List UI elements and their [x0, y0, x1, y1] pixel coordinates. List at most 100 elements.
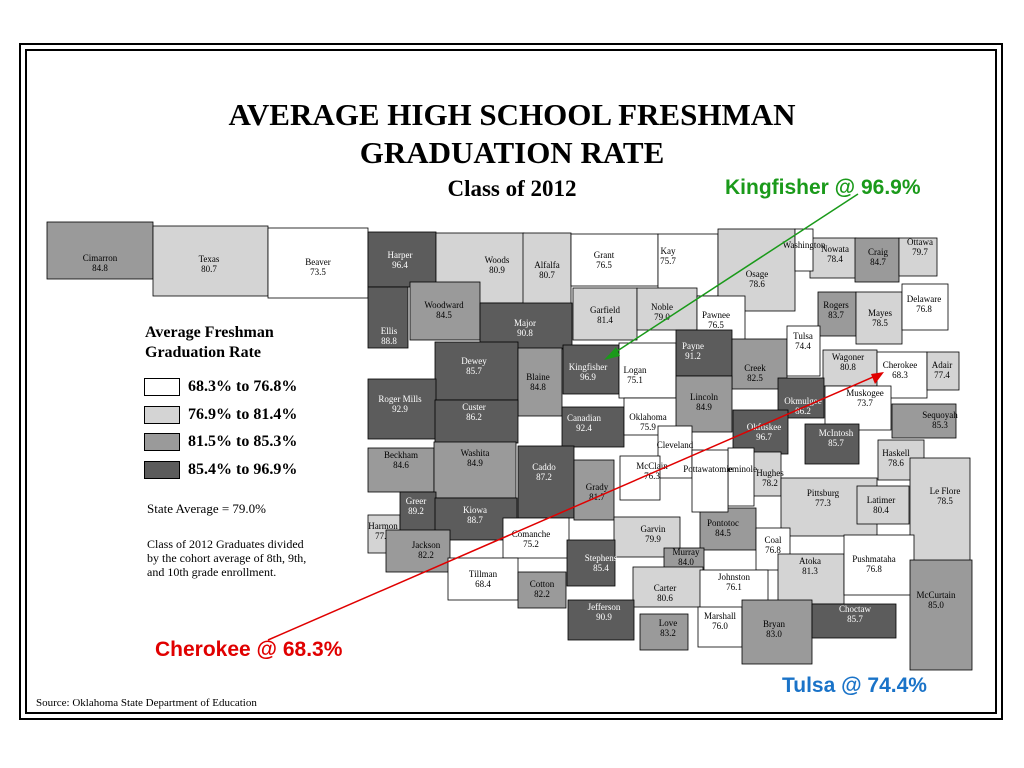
county-value-cherokee: 68.3: [892, 370, 908, 380]
page-subtitle: Class of 2012: [447, 176, 577, 201]
kingfisher-callout-arrow: [607, 193, 859, 358]
county-noble: [636, 287, 698, 331]
cherokee-arrowhead: [871, 372, 884, 384]
county-bryan: [741, 599, 813, 665]
county-name-beckham: Beckham: [384, 450, 418, 460]
county-value-ottawa: 79.7: [912, 247, 928, 257]
county-value-oklahoma: 75.9: [640, 422, 656, 432]
county-value-sequoyah: 85.3: [932, 420, 948, 430]
county-name-woodward: Woodward: [424, 300, 464, 310]
county-value-choctaw: 85.7: [847, 614, 863, 624]
county-name-alfalfa: Alfalfa: [534, 260, 559, 270]
county-value-wagoner: 80.8: [840, 362, 856, 372]
county-name-delaware: Delaware: [907, 294, 941, 304]
county-value-muskogee: 73.7: [857, 398, 873, 408]
county-cleveland: [657, 425, 693, 479]
county-value-haskell: 78.6: [888, 458, 904, 468]
county-name-pontotoc: Pontotoc: [707, 518, 739, 528]
county-name-caddo: Caddo: [532, 462, 556, 472]
county-value-creek: 82.5: [747, 373, 763, 383]
county-ottawa: [898, 237, 938, 277]
county-name-kay: Kay: [661, 246, 676, 256]
county-name-okfuskee: Okfuskee: [747, 422, 782, 432]
county-name-nowata: Nowata: [821, 244, 849, 254]
county-value-washita: 84.9: [467, 458, 483, 468]
legend-label: 76.9% to 81.4%: [188, 406, 298, 423]
county-name-sequoyah: Sequoyah: [922, 410, 958, 420]
county-value-blaine: 84.8: [530, 382, 546, 392]
method-note: Class of 2012 Graduates divided by the c…: [147, 537, 306, 579]
county-value-garvin: 79.9: [645, 534, 661, 544]
county-delaware: [901, 283, 949, 331]
county-name-washita: Washita: [461, 448, 490, 458]
county-name-harper: Harper: [388, 250, 413, 260]
county-value-murray: 84.0: [678, 557, 694, 567]
page-title-line2: GRADUATION RATE: [359, 135, 665, 170]
county-name-pawnee: Pawnee: [702, 310, 730, 320]
county-name-pittsburg: Pittsburg: [807, 488, 840, 498]
county-name-payne: Payne: [682, 341, 704, 351]
county-name-seminole: Seminole: [723, 464, 757, 474]
county-tulsa: [786, 325, 821, 377]
county-name-cleveland: Cleveland: [657, 440, 694, 450]
county-value-lincoln: 84.9: [696, 402, 712, 412]
county-value-jefferson: 90.9: [596, 612, 612, 622]
county-name-garvin: Garvin: [641, 524, 666, 534]
county-name-osage: Osage: [746, 269, 769, 279]
county-garfield: [572, 287, 638, 341]
county-dewey: [434, 341, 519, 401]
county-value-pawnee: 76.5: [708, 320, 724, 330]
county-name-oklahoma: Oklahoma: [629, 412, 667, 422]
county-jefferson: [567, 599, 635, 641]
county-value-stephens: 85.4: [593, 563, 609, 573]
county-kingfisher: [562, 344, 620, 395]
county-value-cimarron: 84.8: [92, 263, 108, 273]
county-name-custer: Custer: [462, 402, 486, 412]
county-name-mcintosh: McIntosh: [819, 428, 854, 438]
county-value-johnston: 76.1: [726, 582, 742, 592]
county-roger-mills: [367, 378, 437, 440]
county-name-major: Major: [514, 318, 536, 328]
legend-title-line2: Graduation Rate: [145, 344, 261, 361]
county-craig: [854, 237, 900, 283]
county-value-payne: 91.2: [685, 351, 701, 361]
legend-label: 81.5% to 85.3%: [188, 433, 298, 450]
county-marshall: [697, 606, 743, 648]
legend-label: 85.4% to 96.9%: [188, 461, 298, 478]
county-value-alfalfa: 80.7: [539, 270, 555, 280]
county-value-le-flore: 78.5: [937, 496, 953, 506]
county-adair: [926, 351, 960, 391]
county-name-murray: Murray: [673, 547, 700, 557]
county-choctaw: [811, 603, 897, 639]
county-name-hughes: Hughes: [756, 468, 784, 478]
county-value-adair: 77.4: [934, 370, 950, 380]
county-name-carter: Carter: [654, 583, 677, 593]
county-value-canadian: 92.4: [576, 423, 592, 433]
county-value-noble: 79.0: [654, 312, 670, 322]
county-value-logan: 75.1: [627, 375, 643, 385]
county-value-harmon: 77.7: [375, 531, 391, 541]
county-seminole: [727, 447, 755, 507]
county-name-rogers: Rogers: [823, 300, 849, 310]
county-name-coal: Coal: [765, 535, 782, 545]
county-name-cimarron: Cimarron: [83, 253, 118, 263]
county-name-ottawa: Ottawa: [907, 237, 933, 247]
county-value-jackson: 82.2: [418, 550, 434, 560]
county-custer: [434, 399, 519, 444]
legend-item: 76.9% to 81.4%: [144, 405, 297, 425]
county-name-tulsa: Tulsa: [793, 331, 813, 341]
county-name-roger-mills: Roger Mills: [378, 394, 422, 404]
county-name-harmon: Harmon: [368, 521, 398, 531]
county-value-roger-mills: 92.9: [392, 404, 408, 414]
county-name-pushmataha: Pushmataha: [852, 554, 896, 564]
county-name-haskell: Haskell: [882, 448, 910, 458]
county-name-adair: Adair: [932, 360, 953, 370]
state-average: State Average = 79.0%: [147, 501, 266, 516]
county-name-latimer: Latimer: [867, 495, 896, 505]
county-value-comanche: 75.2: [523, 539, 539, 549]
county-value-nowata: 78.4: [827, 254, 843, 264]
county-name-beaver: Beaver: [305, 257, 330, 267]
county-value-mcclain: 76.3: [644, 471, 660, 481]
county-value-atoka: 81.3: [802, 566, 818, 576]
legend-item: 68.3% to 76.8%: [144, 377, 297, 397]
